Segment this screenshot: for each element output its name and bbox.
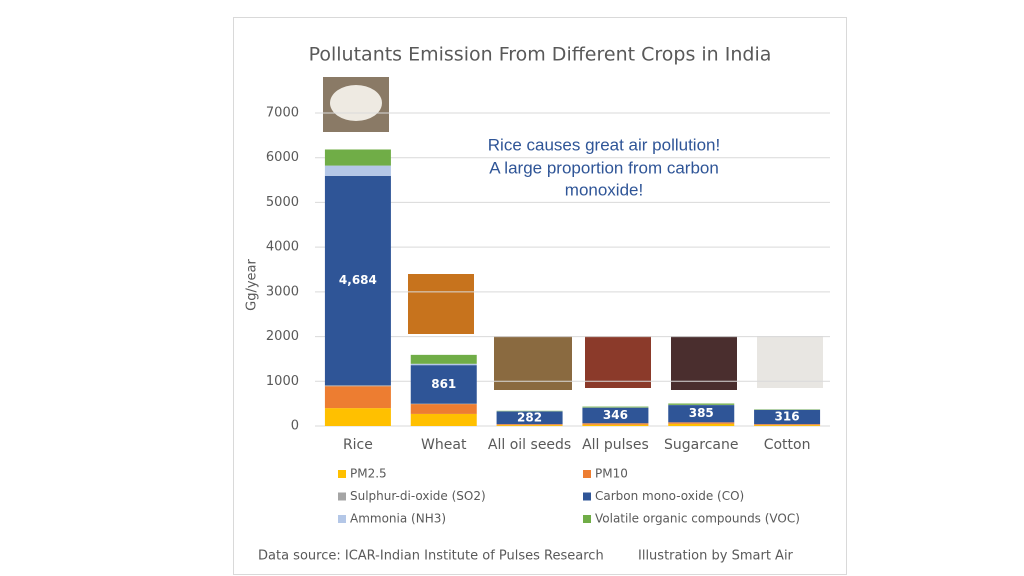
legend-label: Ammonia (NH3) [350, 512, 446, 526]
x-tick-label: Cotton [764, 437, 811, 453]
chart-title: Pollutants Emission From Different Crops… [309, 44, 772, 66]
x-tick-label: All pulses [582, 437, 649, 453]
bar-segment [754, 424, 821, 426]
bar-segment [410, 404, 477, 414]
legend-label: Sulphur-di-oxide (SO2) [350, 489, 486, 503]
bar-segment [668, 403, 735, 405]
bar-segment [582, 424, 649, 426]
value-label: 346 [603, 408, 628, 422]
x-tick-label: Wheat [421, 437, 467, 453]
bar-segment [668, 423, 735, 426]
legend-swatch [583, 515, 591, 523]
annotation-line: monoxide! [565, 180, 643, 199]
bar-segment [324, 386, 391, 409]
bar-segment [324, 165, 391, 176]
y-axis-label: Gg/year [245, 258, 260, 310]
legend-swatch [583, 492, 591, 501]
y-tick-label: 6000 [266, 150, 299, 165]
legend-label: Volatile organic compounds (VOC) [595, 512, 800, 526]
bar-segment [668, 405, 735, 423]
y-tick-label: 4000 [266, 240, 299, 255]
bar-segment [496, 411, 563, 425]
bar-segment [410, 365, 477, 404]
legend-label: Carbon mono-oxide (CO) [595, 489, 744, 503]
x-tick-label: All oil seeds [488, 437, 571, 453]
legend-swatch [338, 470, 346, 478]
annotation: Rice causes great air pollution! A large… [488, 135, 720, 199]
wheat-photo [408, 274, 474, 334]
bar-segment [582, 407, 649, 424]
legend-swatch [338, 515, 346, 523]
bar-segment [496, 425, 563, 426]
y-tick-label: 3000 [266, 284, 299, 299]
source-note: Data source: ICAR-Indian Institute of Pu… [258, 549, 604, 564]
bar-segment [582, 406, 649, 408]
value-label: 4,684 [339, 273, 377, 287]
y-tick-label: 2000 [266, 329, 299, 344]
bar-segment [324, 385, 391, 387]
pulses-photo [585, 336, 651, 388]
bar-segment [410, 363, 477, 366]
cotton-photo [757, 336, 823, 388]
y-tick-label: 7000 [266, 106, 299, 121]
legend-swatch [338, 492, 346, 501]
value-label: 316 [775, 410, 800, 424]
rice-photo-bowl [330, 85, 382, 121]
bar-segment [754, 425, 821, 426]
bar-segment [410, 413, 477, 426]
y-tick-label: 0 [291, 419, 299, 434]
value-label: 861 [431, 377, 456, 391]
bar-segment [582, 423, 649, 425]
crop-photos [323, 77, 823, 390]
x-tick-label: Rice [343, 437, 373, 453]
x-tick-label: Sugarcane [664, 437, 738, 453]
oilseed-photo [494, 336, 572, 390]
annotation-line: Rice causes great air pollution! [488, 135, 720, 154]
value-label: 385 [689, 406, 714, 420]
bar-segment [496, 424, 563, 426]
legend-label: PM2.5 [350, 467, 387, 481]
bar-segment [668, 422, 735, 424]
bar-segment [754, 409, 821, 425]
legend-label: PM10 [595, 467, 628, 481]
y-tick-label: 1000 [266, 374, 299, 389]
bar-segment [410, 354, 477, 364]
sugarcane-photo [671, 336, 737, 390]
legend-swatch [583, 470, 591, 478]
value-label: 282 [517, 410, 542, 424]
credit-note: Illustration by Smart Air [638, 549, 794, 564]
y-tick-label: 5000 [266, 195, 299, 210]
bar-segment [324, 408, 391, 426]
annotation-line: A large proportion from carbon [489, 158, 719, 177]
bar-segment [324, 175, 391, 386]
bar-segment [324, 149, 391, 166]
